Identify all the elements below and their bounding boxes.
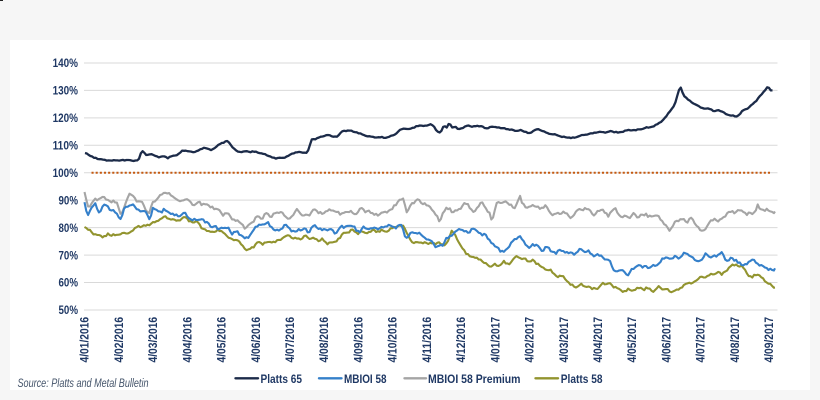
svg-text:Platts 65: Platts 65 [261, 374, 303, 386]
svg-text:4/11/2016: 4/11/2016 [422, 317, 434, 363]
svg-text:110%: 110% [53, 138, 79, 152]
svg-text:80%: 80% [59, 221, 79, 235]
svg-text:MBIOI 58 Premium: MBIOI 58 Premium [428, 374, 521, 386]
svg-text:4/06/2017: 4/06/2017 [661, 317, 673, 363]
svg-text:4/03/2017: 4/03/2017 [559, 317, 571, 363]
svg-text:4/09/2016: 4/09/2016 [353, 317, 365, 363]
svg-text:4/08/2017: 4/08/2017 [730, 317, 742, 363]
svg-text:100%: 100% [53, 166, 79, 180]
svg-text:130%: 130% [53, 84, 79, 98]
svg-text:4/09/2017: 4/09/2017 [764, 317, 776, 363]
svg-text:50%: 50% [59, 303, 79, 317]
svg-text:4/02/2017: 4/02/2017 [525, 317, 537, 363]
svg-text:4/02/2016: 4/02/2016 [114, 317, 126, 363]
svg-text:Source: Platts and Metal Bulle: Source: Platts and Metal Bulletin [18, 378, 149, 390]
svg-text:4/01/2017: 4/01/2017 [490, 317, 502, 363]
svg-text:4/05/2016: 4/05/2016 [217, 317, 229, 363]
svg-text:MBIOI 58: MBIOI 58 [344, 374, 387, 386]
svg-text:4/12/2016: 4/12/2016 [456, 317, 468, 363]
svg-text:70%: 70% [59, 248, 79, 262]
svg-text:4/01/2016: 4/01/2016 [80, 317, 92, 363]
svg-text:120%: 120% [53, 111, 79, 125]
svg-text:4/07/2017: 4/07/2017 [696, 317, 708, 363]
svg-text:90%: 90% [59, 193, 79, 207]
svg-text:4/05/2017: 4/05/2017 [627, 317, 639, 363]
svg-text:Platts 58: Platts 58 [561, 374, 603, 386]
svg-text:4/07/2016: 4/07/2016 [285, 317, 297, 363]
svg-text:140%: 140% [53, 56, 79, 70]
svg-text:60%: 60% [59, 276, 79, 290]
svg-text:4/04/2016: 4/04/2016 [182, 317, 194, 363]
svg-text:4/04/2017: 4/04/2017 [593, 317, 605, 363]
svg-text:4/03/2016: 4/03/2016 [148, 317, 160, 363]
svg-text:4/06/2016: 4/06/2016 [251, 317, 263, 363]
svg-text:4/08/2016: 4/08/2016 [319, 317, 331, 363]
svg-text:4/10/2016: 4/10/2016 [388, 317, 400, 363]
